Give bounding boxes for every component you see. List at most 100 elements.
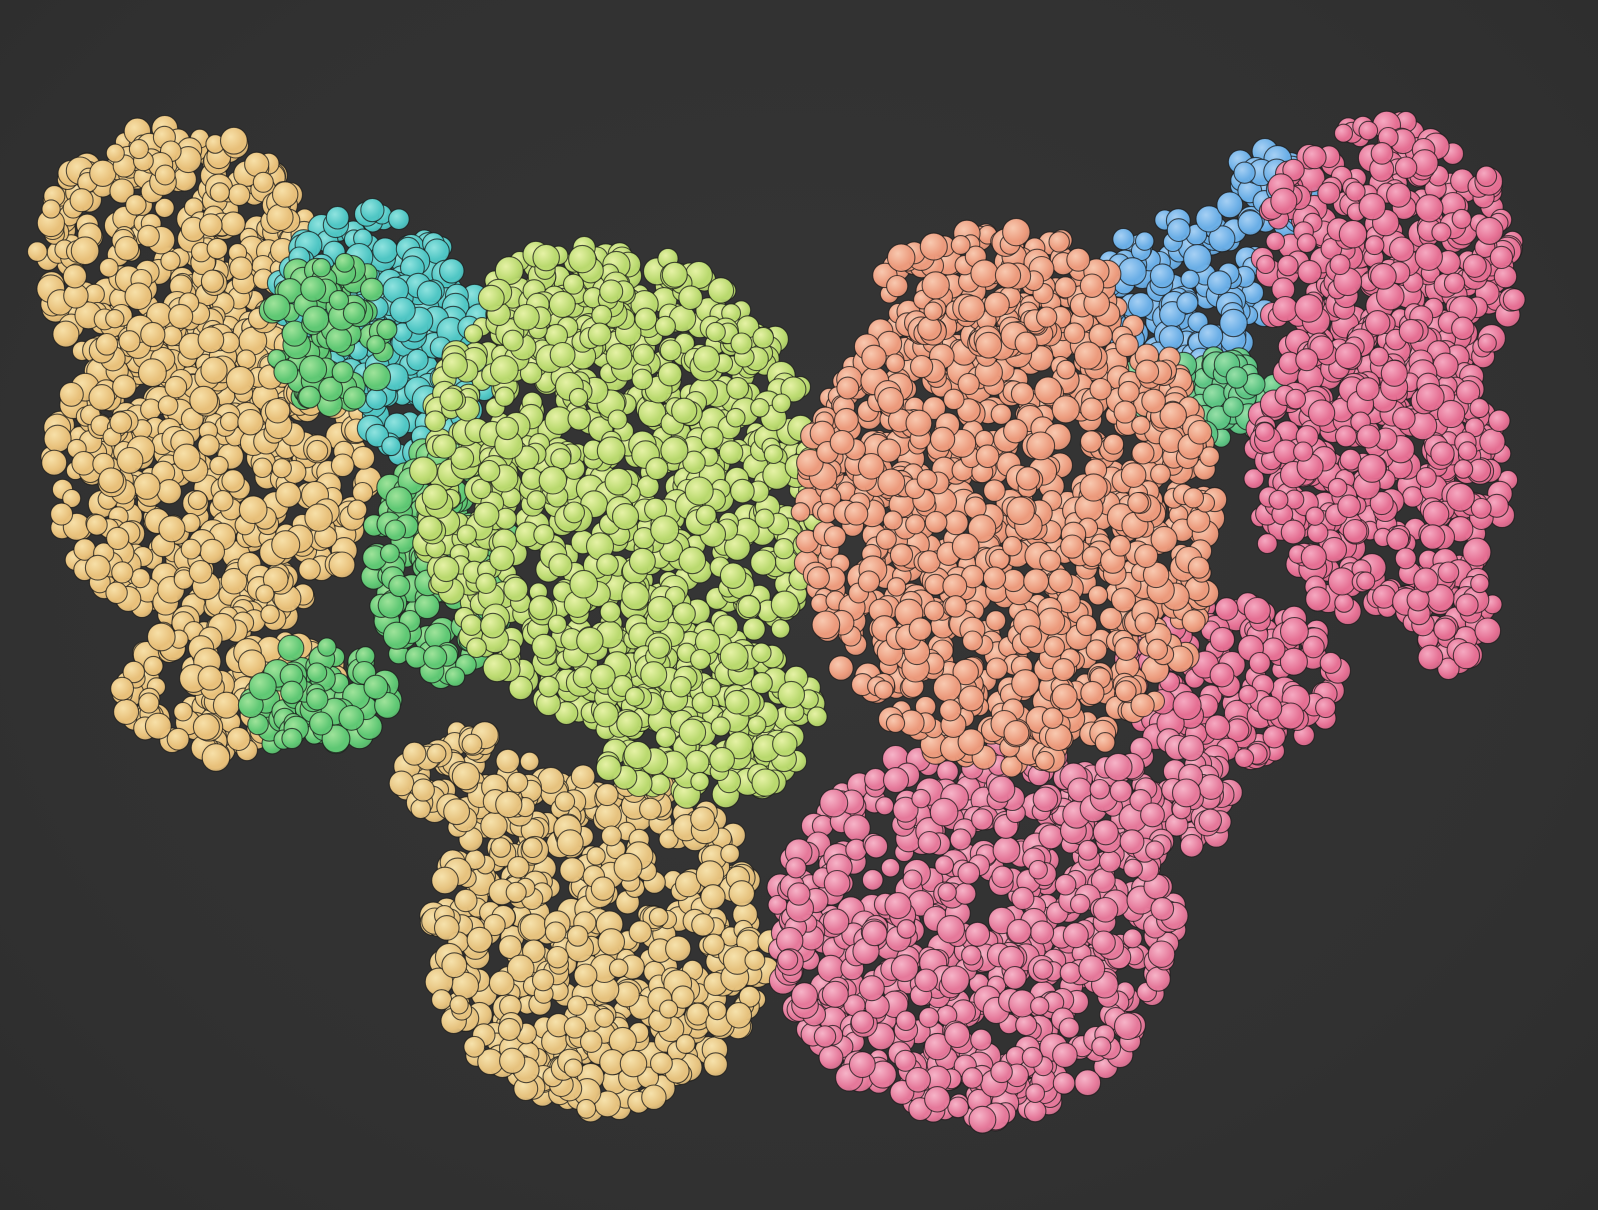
atom-sphere <box>1197 323 1224 349</box>
atom-sphere <box>111 561 134 584</box>
atom-sphere <box>1225 366 1249 389</box>
atom-sphere <box>777 680 806 709</box>
atom-sphere <box>1415 467 1437 488</box>
atom-sphere <box>302 305 330 333</box>
atom-sphere <box>690 648 712 671</box>
atom-sphere <box>206 237 229 260</box>
atom-sphere <box>338 704 365 731</box>
atom-sphere <box>678 718 707 747</box>
atom-sphere <box>1443 272 1466 294</box>
atom-sphere <box>62 264 88 289</box>
atom-sphere <box>466 926 493 953</box>
atom-sphere <box>587 322 612 347</box>
atom-sphere <box>122 660 146 684</box>
atom-sphere <box>381 436 402 457</box>
atom-sphere <box>1333 123 1354 143</box>
atom-sphere <box>281 727 303 750</box>
atom-sphere <box>592 701 619 728</box>
atom-sphere <box>424 410 447 433</box>
atom-sphere <box>1238 684 1258 705</box>
atom-sphere <box>26 241 48 262</box>
atom-sphere <box>209 455 229 476</box>
atom-sphere <box>1319 651 1342 674</box>
atom-sphere <box>50 502 74 526</box>
atom-sphere <box>58 381 84 407</box>
atom-sphere <box>1206 270 1232 296</box>
atom-sphere <box>197 665 223 691</box>
atom-sphere <box>690 771 710 792</box>
atom-sphere <box>678 285 703 311</box>
atom-sphere <box>671 397 698 424</box>
atom-sphere <box>1329 254 1351 276</box>
atom-sphere <box>1248 651 1271 675</box>
atom-sphere <box>69 188 94 213</box>
atom-sphere <box>521 837 543 859</box>
atom-sphere <box>719 562 747 589</box>
atom-sphere <box>466 637 487 659</box>
atom-sphere <box>970 1028 993 1051</box>
atom-sphere <box>1394 547 1417 570</box>
atom-sphere <box>173 701 193 722</box>
atom-sphere <box>164 375 188 399</box>
atom-sphere <box>1431 222 1452 243</box>
atom-sphere <box>198 213 223 237</box>
atom-sphere <box>672 602 696 626</box>
atom-sphere <box>1370 142 1394 165</box>
atom-sphere <box>385 486 413 514</box>
atom-sphere <box>124 282 153 311</box>
atom-sphere <box>416 280 443 306</box>
atom-sphere <box>431 866 459 895</box>
atom-sphere <box>197 326 225 354</box>
atom-sphere <box>657 361 683 387</box>
atom-sphere <box>628 920 652 944</box>
atom-sphere <box>621 581 650 611</box>
atom-sphere <box>864 834 889 859</box>
atom-sphere <box>1222 396 1244 418</box>
atom-sphere <box>1394 156 1418 179</box>
atom-sphere <box>1028 859 1048 880</box>
atom-sphere <box>650 515 680 545</box>
atom-sphere <box>537 675 560 698</box>
atom-sphere <box>402 741 427 766</box>
atom-sphere <box>752 326 775 349</box>
atom-sphere <box>763 444 784 465</box>
atom-sphere <box>599 601 622 623</box>
atom-sphere <box>1302 145 1327 170</box>
atom-sphere <box>737 595 761 619</box>
atom-sphere <box>1280 519 1306 545</box>
atom-sphere <box>422 645 448 670</box>
atom-sphere <box>473 501 500 528</box>
atom-sphere <box>549 341 576 368</box>
atom-sphere <box>441 952 468 979</box>
atom-sphere <box>1297 259 1322 285</box>
atom-sphere <box>363 674 389 700</box>
atom-sphere <box>1305 506 1325 526</box>
atom-sphere <box>1364 235 1385 256</box>
atom-sphere <box>89 159 117 187</box>
atom-sphere <box>744 949 766 971</box>
atom-sphere <box>144 712 172 740</box>
atom-sphere <box>138 692 160 714</box>
atom-sphere <box>1257 695 1283 721</box>
atom-sphere <box>1451 316 1475 341</box>
atom-sphere <box>1357 453 1387 483</box>
atom-sphere <box>700 426 724 450</box>
atom-sphere <box>460 614 483 636</box>
atom-sphere <box>526 490 547 511</box>
atom-sphere <box>632 343 655 366</box>
atom-sphere <box>596 553 619 576</box>
atom-sphere <box>665 935 692 962</box>
atom-sphere <box>647 636 671 659</box>
atom-sphere <box>1493 264 1518 289</box>
atom-sphere <box>1364 310 1391 336</box>
atom-sphere <box>212 691 240 719</box>
atom-sphere <box>747 715 767 735</box>
atom-sphere <box>1145 966 1171 992</box>
atom-sphere <box>806 706 828 728</box>
atom-sphere <box>110 676 135 701</box>
atom-sphere <box>1243 596 1271 625</box>
atom-sphere <box>275 481 302 508</box>
atom-sphere <box>548 553 573 578</box>
